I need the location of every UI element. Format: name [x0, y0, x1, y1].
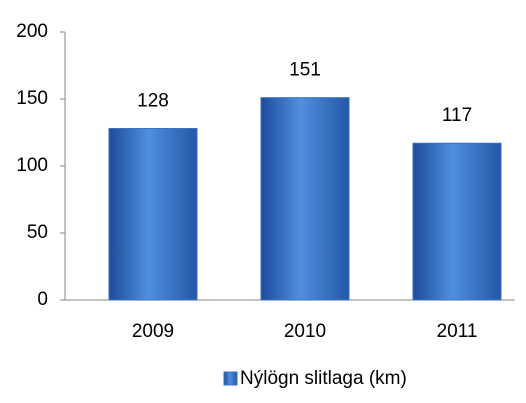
bar	[108, 127, 198, 301]
y-tick-label: 100	[16, 155, 48, 176]
legend-label: Nýlögn slitlaga (km)	[240, 368, 407, 389]
legend-swatch	[223, 371, 238, 386]
y-tick-label: 150	[16, 88, 48, 109]
data-label: 117	[442, 105, 472, 126]
x-tick-label: 2009	[132, 321, 174, 342]
data-label: 151	[289, 60, 321, 81]
data-label: 128	[137, 90, 169, 111]
y-tick-label: 0	[37, 289, 48, 310]
x-tick-label: 2011	[437, 321, 478, 342]
y-tick-label: 50	[27, 222, 48, 243]
bar	[412, 142, 502, 301]
x-tick-label: 2010	[284, 321, 326, 342]
y-tick-label: 200	[16, 21, 48, 42]
bar	[260, 97, 350, 301]
